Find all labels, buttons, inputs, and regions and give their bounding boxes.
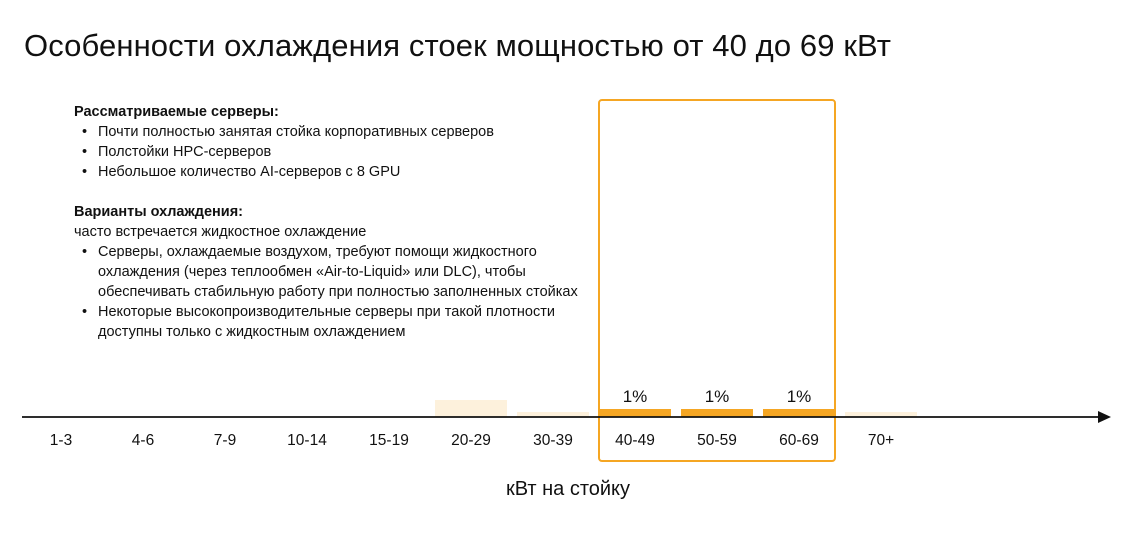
tick-label: 10-14 — [287, 432, 327, 449]
cooling-list: Серверы, охлаждаемые воздухом, требуют п… — [74, 242, 594, 342]
cooling-intro: часто встречается жидкостное охлаждение — [74, 224, 367, 240]
tick-label: 60-69 — [779, 432, 819, 449]
tick-label: 15-19 — [369, 432, 409, 449]
tick-label: 4-6 — [132, 432, 154, 449]
list-item: Полстойки HPC-серверов — [82, 142, 594, 162]
bar — [599, 409, 671, 417]
tick-label: 70+ — [868, 432, 894, 449]
cooling-heading: Варианты охлаждения: — [74, 204, 243, 220]
bar — [845, 412, 917, 417]
page-title: Особенности охлаждения стоек мощностью о… — [24, 28, 892, 63]
servers-list: Почти полностью занятая стойка корпорати… — [74, 122, 594, 182]
tick-label: 50-59 — [697, 432, 737, 449]
tick-label: 1-3 — [50, 432, 72, 449]
tick-label: 7-9 — [214, 432, 236, 449]
tick-label: 40-49 — [615, 432, 655, 449]
list-item: Почти полностью занятая стойка корпорати… — [82, 122, 594, 142]
bar — [681, 409, 753, 417]
tick-label: 30-39 — [533, 432, 573, 449]
servers-heading: Рассматриваемые серверы: — [74, 104, 279, 120]
tick-label: 20-29 — [451, 432, 491, 449]
bar — [763, 409, 835, 417]
data-label: 1% — [787, 387, 812, 406]
x-axis-label: кВт на стойку — [506, 478, 630, 500]
list-item: Серверы, охлаждаемые воздухом, требуют п… — [82, 242, 594, 302]
highlight-frame — [598, 99, 836, 462]
list-item: Небольшое количество AI-серверов с 8 GPU — [82, 162, 594, 182]
bar — [435, 400, 507, 417]
data-label: 1% — [623, 387, 648, 406]
bar — [517, 412, 589, 417]
axis-arrow — [1098, 411, 1111, 423]
info-panel: Рассматриваемые серверы: Почти полностью… — [74, 102, 594, 342]
list-item: Некоторые высокопроизводительные серверы… — [82, 302, 594, 342]
data-label: 1% — [705, 387, 730, 406]
